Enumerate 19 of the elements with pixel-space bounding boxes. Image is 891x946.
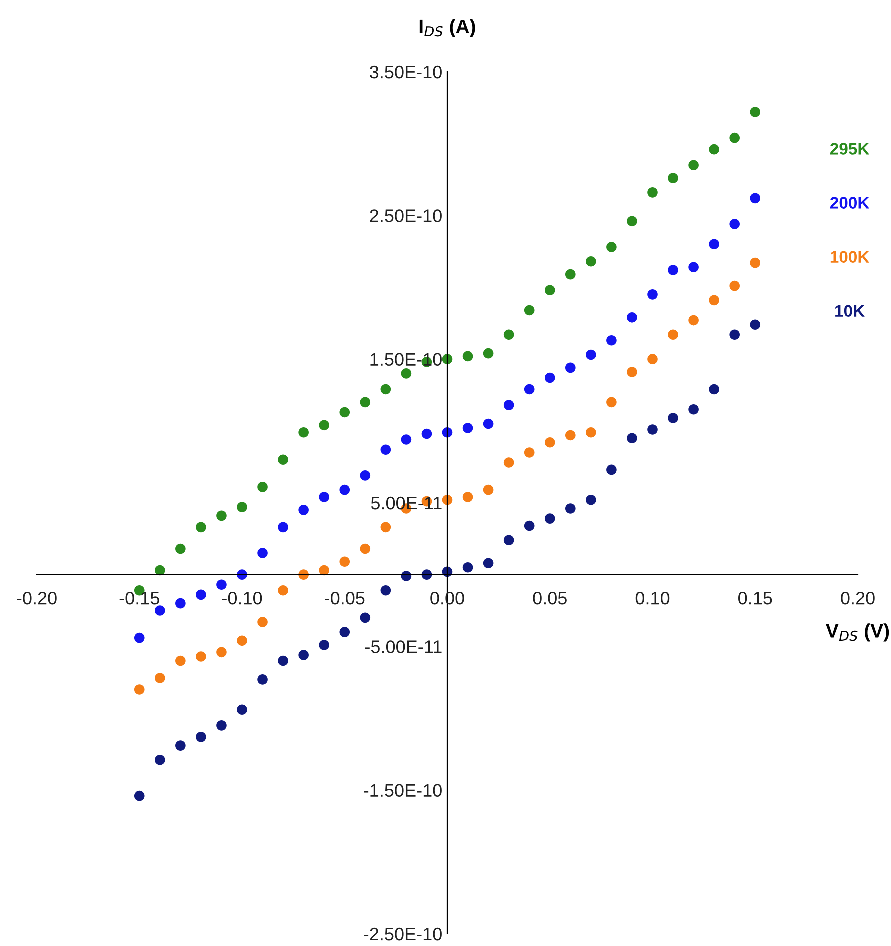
text: 10K	[836, 305, 865, 318]
text: 100K	[830, 251, 870, 264]
x-tick-label: -0.15	[120, 592, 160, 605]
x-tick-label: 0.15	[738, 592, 772, 605]
y-tick-label: -5.00E-11	[365, 640, 442, 654]
y-tick-label: -1.50E-10	[364, 784, 442, 798]
text: 200K	[830, 197, 870, 209]
y-tick-label: -2.50E-10	[364, 928, 442, 941]
x-tick-label: -0.05	[325, 592, 365, 605]
x-tick-label: 0.20	[841, 592, 875, 605]
text: 295K	[830, 143, 870, 155]
x-axis-title: V$_{DS}$ (V)	[826, 624, 890, 642]
y-axis-title: I$_{DS}$ (A)	[420, 19, 476, 38]
x-tick-label: -0.20	[17, 592, 57, 605]
x-tick-label: 0.10	[636, 592, 670, 605]
y-tick-label: 2.50E-10	[370, 210, 442, 222]
x-tick-label: 0.05	[533, 592, 567, 605]
x-tick-label: -0.10	[222, 592, 262, 605]
y-tick-label: 3.50E-10	[370, 66, 442, 79]
